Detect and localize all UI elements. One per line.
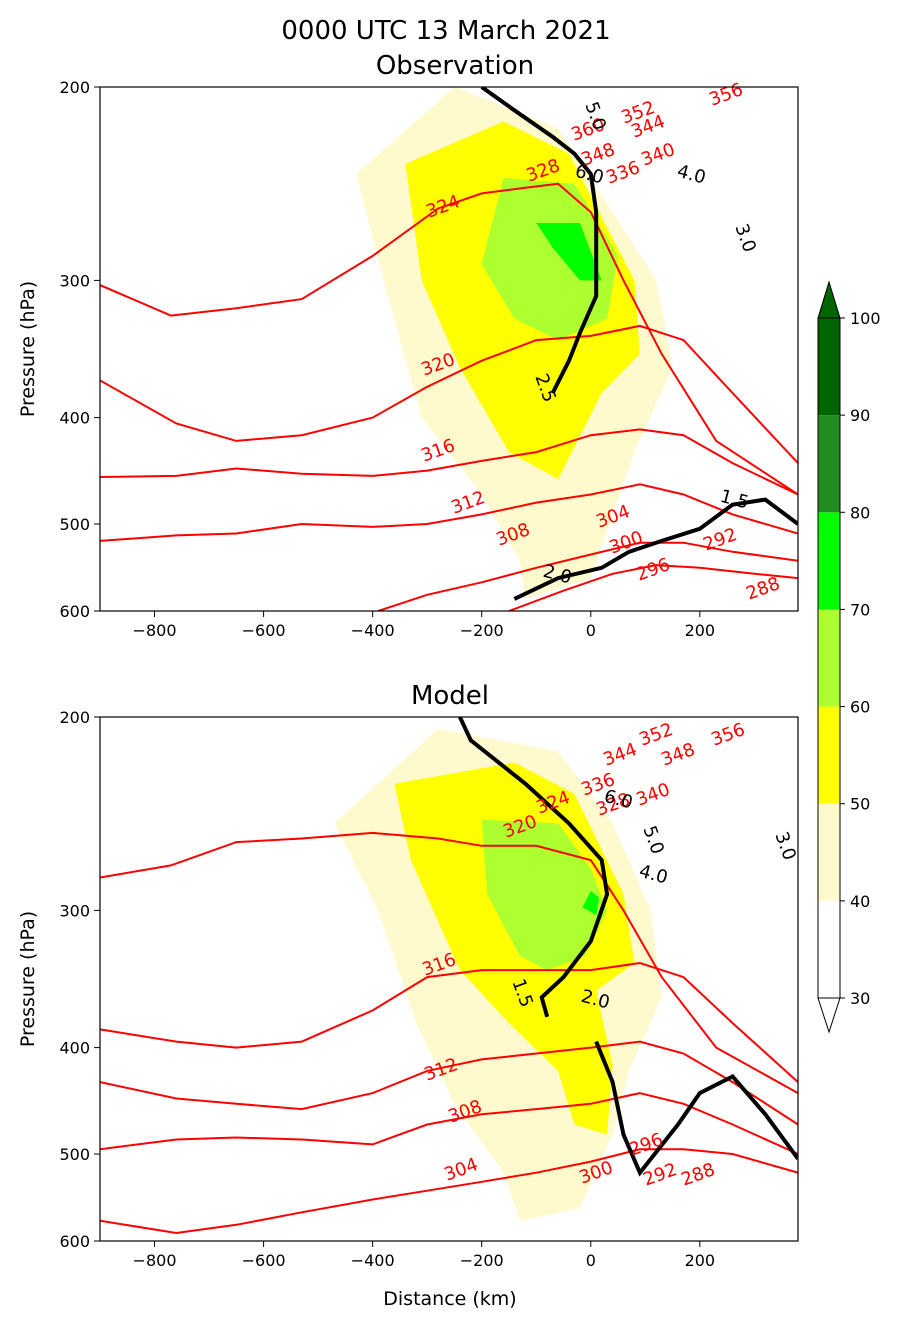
filled-region-60-70 [481,177,618,341]
colorbar-frame [817,317,841,999]
colorbar-tick-label: 80 [850,503,870,522]
theta-contour-324 [100,831,798,1094]
x-tick-label: −200 [460,621,504,640]
y-tick-label: 300 [59,901,90,920]
theta-contour-320 [100,961,798,1083]
theta-contour-308 [377,541,798,611]
theta-label: 356 [708,719,747,750]
x-tick-label: −400 [351,621,395,640]
colorbar-band-70-80 [818,512,840,610]
colorbar-tick-label: 100 [850,309,881,328]
model-x-ticks: −800 −600 −400 −200 0 200 [133,1241,716,1270]
colorbar-band-50-60 [818,706,840,804]
panel1-title: Observation [376,51,534,81]
x-tick-label: 200 [685,621,716,640]
y-tick-label: 600 [59,1232,90,1251]
theta-contour-316 [100,428,798,496]
observation-pv-contours [480,87,798,601]
observation-axes-frame [99,86,799,612]
x-tick-label: −600 [242,1251,286,1270]
model-y-axis-label: Pressure (hPa) [17,911,39,1047]
observation-y-ticks: 200 300 400 500 600 [59,78,100,621]
colorbar-tick-label: 60 [850,698,870,717]
y-tick-label: 500 [59,1145,90,1164]
x-tick-label: −800 [133,1251,177,1270]
theta-label: 300 [606,527,645,558]
theta-label: 348 [658,739,697,770]
theta-label: 288 [743,573,782,604]
pv-label: 4.0 [637,861,670,889]
theta-label: 292 [700,524,739,555]
colorbar-tick-label: 40 [850,892,870,911]
pv-contour-1.5 [594,1040,798,1177]
x-tick-label: −400 [351,1251,395,1270]
theta-label: 304 [441,1154,480,1185]
panel2-title: Model [411,681,489,711]
colorbar-band-80-90 [818,415,840,513]
model-y-ticks: 200 300 400 500 600 [59,708,100,1251]
observation-theta-contours [100,182,798,611]
y-tick-label: 200 [59,78,90,97]
observation-x-ticks: −800 −600 −400 −200 0 200 [133,611,716,640]
pv-label: 3.0 [770,829,800,863]
theta-contour-320 [100,324,798,464]
theta-label: 340 [638,139,677,170]
theta-contour-308 [100,1148,798,1235]
colorbar-tick-label: 50 [850,795,870,814]
theta-label: 288 [678,1159,717,1190]
pv-contour-2.0 [458,717,610,1018]
colorbar: 30 40 50 60 70 80 90 100 [817,280,881,1034]
colorbar-band-30-40 [818,900,840,998]
observation-filled-contours [356,87,673,599]
model-axes-frame [99,716,799,1242]
pv-label: 5.0 [638,823,668,857]
model-pv-contours [458,717,798,1177]
model-x-axis-label: Distance (km) [383,1288,516,1310]
theta-contour-312 [100,483,798,542]
filled-region-70-80 [536,223,602,281]
theta-contour-312 [100,1092,798,1155]
colorbar-extend-bottom [817,997,841,1034]
colorbar-band-90-100 [818,318,840,416]
y-tick-label: 500 [59,515,90,534]
theta-label: 316 [418,435,457,466]
x-tick-label: 0 [586,1251,596,1270]
y-tick-label: 600 [59,602,90,621]
x-tick-label: 200 [685,1251,716,1270]
x-tick-label: −800 [133,621,177,640]
theta-label: 340 [633,779,672,810]
pv-contour-2.0 [513,497,798,601]
figure-title: 0000 UTC 13 March 2021 [281,16,610,46]
colorbar-tick-label: 70 [850,600,870,619]
pv-contour-2.5 [480,87,599,395]
colorbar-tick-label: 30 [850,989,870,1008]
theta-label: 356 [706,79,745,110]
pv-label: 3.0 [730,221,760,255]
theta-contour-316 [100,1040,798,1126]
filled-region-60-70 [481,819,608,971]
theta-contour-324 [100,182,798,496]
filled-region-70-80 [582,890,599,916]
x-tick-label: −600 [242,621,286,640]
y-tick-label: 400 [59,409,90,428]
model-theta-contours [100,831,798,1235]
y-tick-label: 400 [59,1039,90,1058]
observation-y-axis-label: Pressure (hPa) [17,281,39,417]
colorbar-extend-top [817,280,841,319]
theta-label: 344 [600,739,639,770]
pv-label: 4.0 [675,161,708,189]
x-tick-label: 0 [586,621,596,640]
colorbar-band-60-70 [818,609,840,707]
theta-label: 296 [633,554,672,585]
y-tick-label: 300 [59,271,90,290]
colorbar-tick-label: 90 [850,406,870,425]
theta-label: 296 [626,1129,665,1160]
x-tick-label: −200 [460,1251,504,1270]
colorbar-band-40-50 [818,803,840,901]
theta-contour-304 [508,564,798,611]
y-tick-label: 200 [59,708,90,727]
